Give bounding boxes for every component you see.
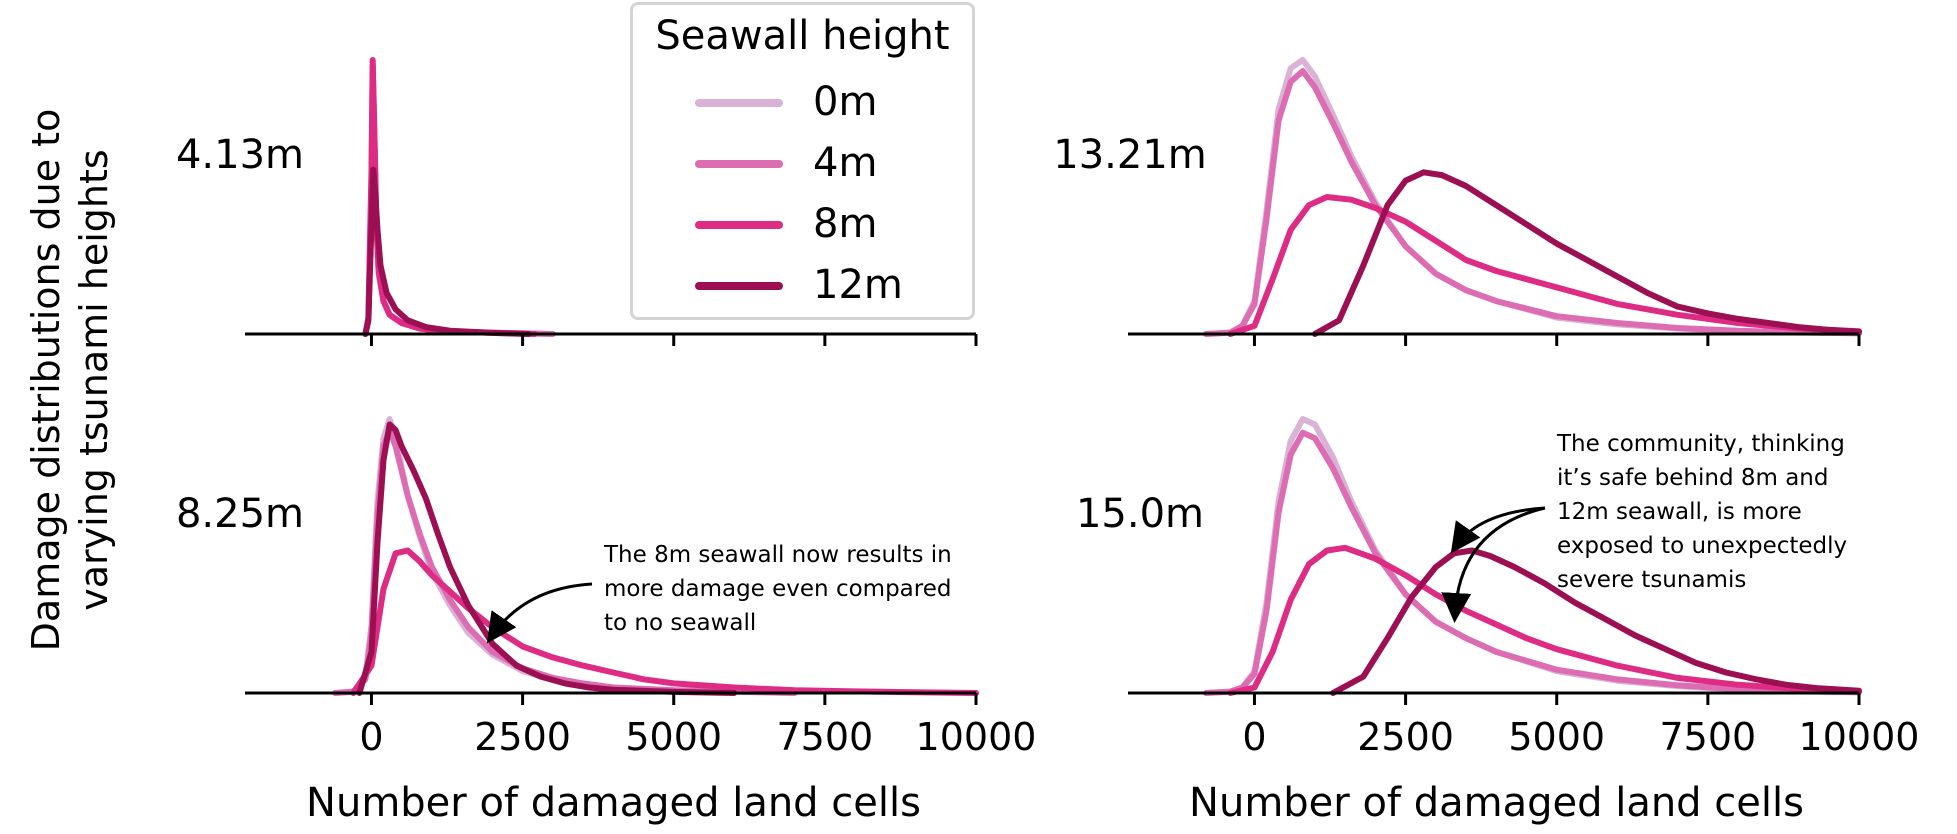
x-axis-label: Number of damaged land cells bbox=[1189, 780, 1804, 826]
panel-title: 4.13m bbox=[176, 132, 304, 178]
chart-panel: 0 2500 5000 7500 10000 15.0m Number of damaged… bbox=[1076, 416, 1920, 826]
series-line-12m bbox=[362, 166, 532, 337]
legend-swatch-8m bbox=[695, 221, 783, 229]
annotation-arrow-8m bbox=[486, 582, 593, 644]
legend-label-0m: 0m bbox=[813, 79, 878, 125]
series-line-4m bbox=[362, 62, 556, 337]
series-line-8m bbox=[1227, 544, 1862, 696]
annotation-arrows bbox=[486, 506, 1546, 644]
x-tick-label: 2500 bbox=[1357, 715, 1454, 759]
series-line-0m bbox=[362, 62, 556, 337]
series-line-4m bbox=[1203, 68, 1862, 337]
annotation-line: The 8m seawall now results in bbox=[604, 542, 952, 568]
annotation-line: severe tsunamis bbox=[1557, 567, 1747, 593]
panel-title: 13.21m bbox=[1053, 132, 1206, 178]
panel-title: 15.0m bbox=[1076, 491, 1204, 537]
chart-panel: 13.21m bbox=[1053, 57, 1862, 346]
series-line-8m bbox=[362, 57, 538, 337]
annotation-arrow-12m-right bbox=[1441, 506, 1546, 623]
annotation-line: 12m seawall, is more bbox=[1557, 499, 1802, 525]
x-tick-label: 7500 bbox=[1660, 715, 1757, 759]
chart-panel: 4.13m bbox=[176, 57, 978, 346]
legend: Seawall height 0m 4m 8m 12m bbox=[630, 2, 975, 320]
x-tick-label: 0 bbox=[359, 715, 383, 759]
legend-swatch-12m bbox=[695, 282, 783, 290]
x-tick-label: 10000 bbox=[1799, 715, 1920, 759]
annotation-8m-seawall: The 8m seawall now results in more damag… bbox=[604, 538, 952, 640]
annotation-line: more damage even compared bbox=[604, 576, 952, 602]
series-line-12m bbox=[1311, 169, 1862, 337]
x-tick-label: 2500 bbox=[474, 715, 571, 759]
series-line-0m bbox=[1203, 57, 1862, 337]
series-line-12m bbox=[1330, 547, 1862, 696]
legend-label-4m: 4m bbox=[813, 140, 878, 186]
x-tick-label: 5000 bbox=[625, 715, 722, 759]
annotation-line: exposed to unexpectedly bbox=[1557, 533, 1848, 559]
x-tick-label: 0 bbox=[1242, 715, 1266, 759]
x-tick-label: 5000 bbox=[1508, 715, 1605, 759]
annotation-line: to no seawall bbox=[604, 610, 757, 636]
annotation-community: The community, thinking it’s safe behind… bbox=[1557, 427, 1847, 597]
series-line-12m bbox=[356, 421, 738, 696]
legend-label-12m: 12m bbox=[813, 262, 903, 308]
annotation-line: it’s safe behind 8m and bbox=[1557, 465, 1829, 491]
series-line-4m bbox=[1203, 429, 1862, 696]
x-axis-label: Number of damaged land cells bbox=[306, 780, 921, 826]
legend-title: Seawall height bbox=[655, 13, 950, 59]
legend-swatch-4m bbox=[695, 160, 783, 168]
x-tick-label: 10000 bbox=[916, 715, 1037, 759]
series-line-8m bbox=[1227, 194, 1862, 337]
annotation-line: The community, thinking bbox=[1557, 431, 1845, 457]
series-line-8m bbox=[350, 547, 979, 696]
annotation-arrow-8m-right bbox=[1450, 506, 1546, 554]
legend-label-8m: 8m bbox=[813, 201, 878, 247]
panel-title: 8.25m bbox=[176, 491, 304, 537]
x-tick-label: 7500 bbox=[777, 715, 874, 759]
legend-swatch-0m bbox=[695, 99, 783, 107]
chart-panel: 0 2500 5000 7500 10000 8.25m Number of damaged… bbox=[176, 416, 1037, 826]
